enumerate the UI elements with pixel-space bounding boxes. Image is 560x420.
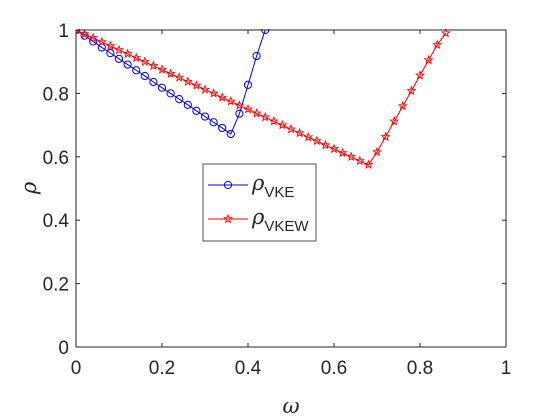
data-point (268, 116, 279, 126)
y-tick-label: 0 (58, 338, 69, 359)
y-tick-label: 1 (58, 21, 69, 42)
data-point (208, 88, 219, 98)
data-point (132, 66, 141, 75)
x-tick-label: 1 (501, 358, 512, 379)
y-tick-label: 0.4 (43, 211, 70, 232)
data-point (277, 119, 288, 130)
data-point (234, 100, 245, 110)
data-point (166, 89, 175, 98)
data-point (182, 76, 193, 86)
data-point (113, 44, 125, 55)
data-point (114, 54, 124, 63)
data-point (243, 80, 253, 89)
x-tick-label: 0.4 (235, 358, 262, 379)
series-layer (76, 29, 451, 169)
data-point (79, 29, 90, 39)
axes-box (75, 29, 507, 348)
data-point (303, 131, 314, 142)
legend-star-shape (223, 213, 233, 224)
data-point (123, 60, 132, 69)
data-point (371, 146, 383, 157)
data-point (131, 52, 142, 63)
data-point (337, 147, 348, 158)
data-point (380, 131, 391, 142)
data-point (174, 72, 185, 82)
data-point (311, 135, 322, 146)
data-point (363, 159, 374, 169)
data-point (243, 103, 253, 114)
legend-marker-vke (223, 180, 233, 190)
data-point (149, 77, 158, 87)
data-point (183, 100, 192, 109)
data-point (320, 139, 331, 150)
data-point (346, 151, 357, 162)
legend-label-vke: ρVKE (251, 171, 294, 201)
x-tick-label: 0.6 (321, 358, 347, 379)
data-point (432, 39, 443, 50)
data-point (218, 123, 227, 133)
data-point (122, 48, 133, 59)
legend-box (202, 163, 317, 242)
data-point (423, 54, 434, 65)
legend-item-vkew: ρVKEW (208, 205, 309, 235)
series-vkew (76, 29, 451, 169)
data-point (251, 108, 262, 118)
ticks-layer: 0 0.2 0.4 0.6 0.8 1 0 0.2 0.4 0.6 0.8 1 (43, 21, 512, 379)
data-point (285, 123, 297, 134)
data-point (414, 70, 426, 80)
x-axis-label: ω (282, 394, 299, 418)
data-point (260, 111, 271, 122)
data-point (225, 96, 236, 106)
data-point (294, 127, 305, 138)
data-point (157, 83, 167, 92)
data-point (226, 129, 235, 139)
data-point (139, 56, 150, 66)
data-point (175, 95, 184, 104)
data-point (192, 106, 201, 115)
y-tick-label: 0.8 (43, 84, 69, 105)
data-point (235, 109, 244, 118)
data-point (217, 92, 228, 102)
legend-label-vkew: ρVKEW (251, 205, 309, 235)
data-point (105, 40, 116, 51)
data-point (209, 118, 218, 127)
y-tick-label: 0.6 (43, 148, 69, 169)
x-tick-label: 0.2 (149, 358, 175, 379)
data-point (148, 60, 159, 71)
x-tick-label: 0.8 (407, 358, 433, 379)
data-point (191, 80, 202, 90)
data-point (328, 143, 340, 154)
data-point (354, 155, 365, 166)
data-point (165, 68, 176, 78)
data-point (96, 36, 107, 47)
data-point (199, 84, 211, 94)
data-point (156, 64, 168, 74)
y-axis-label: ρ (17, 181, 41, 195)
x-tick-label: 0 (71, 358, 82, 379)
data-point (440, 29, 451, 38)
legend: ρVKE ρVKEW (202, 163, 317, 242)
data-point (406, 85, 417, 96)
legend-marker-vkew (223, 213, 233, 224)
legend-item-vke: ρVKE (208, 171, 294, 201)
data-point (88, 32, 99, 43)
data-point (389, 116, 400, 126)
y-tick-label: 0.2 (43, 275, 69, 296)
data-point (200, 112, 210, 121)
data-point (106, 49, 115, 58)
data-point (140, 71, 149, 81)
data-point (252, 51, 261, 61)
data-point (397, 100, 408, 111)
